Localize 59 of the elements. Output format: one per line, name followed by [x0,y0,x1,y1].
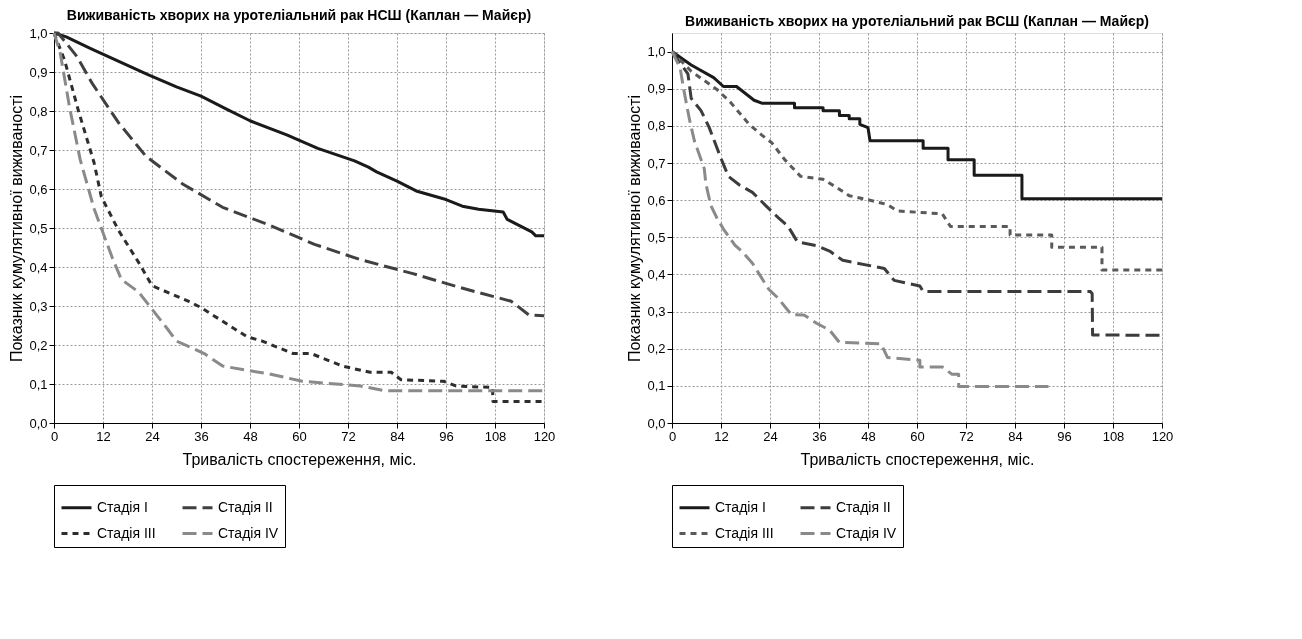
x-axis-title: Тривалість спостереження, міс. [182,450,417,468]
y-tick-label: 0,2 [647,341,666,357]
x-tick-label: 36 [812,428,827,444]
y-tick-label: 1,0 [29,25,48,41]
y-tick-label: 0,8 [647,118,666,134]
x-tick-label: 60 [292,428,307,444]
y-tick-label: 0,6 [647,192,666,208]
x-tick-label: 0 [668,428,677,444]
x-tick-label: 96 [439,428,454,444]
y-tick-label: 0,0 [647,415,666,431]
y-tick-label: 0,5 [29,220,48,236]
x-tick-label: 48 [861,428,876,444]
y-tick-label: 0,9 [29,64,48,80]
chart-title: Виживаність хворих на уротеліальний рак НСШ (Каплан — Майєр) [66,7,532,23]
legend-label: Стадія I [97,498,148,515]
y-axis-title: Показник кумулятивної виживаності [8,94,26,363]
y-tick-label: 0,3 [647,304,666,320]
x-tick-label: 24 [763,428,778,444]
x-tick-label: 72 [959,428,974,444]
x-tick-label: 0 [50,428,59,444]
x-tick-label: 60 [910,428,925,444]
x-tick-label: 12 [714,428,729,444]
x-tick-label: 36 [194,428,209,444]
x-tick-label: 120 [533,428,556,444]
x-tick-label: 120 [1151,428,1174,444]
chart-title: Виживаність хворих на уротеліальний рак ВСШ (Каплан — Майєр) [685,13,1149,29]
legend-label: Стадія IV [218,524,279,541]
y-tick-label: 0,4 [29,259,48,275]
x-tick-label: 96 [1057,428,1072,444]
y-tick-label: 0,9 [647,81,666,97]
legend-label: Стадія II [218,498,273,515]
y-tick-label: 0,0 [29,415,48,431]
y-tick-label: 0,2 [29,337,48,353]
y-tick-label: 0,7 [647,155,666,171]
legend-label: Стадія III [715,524,774,541]
legend-label: Стадія II [836,498,891,515]
y-tick-label: 0,8 [29,103,48,119]
x-tick-label: 24 [145,428,160,444]
x-axis-title: Тривалість спостереження, міс. [800,450,1035,468]
x-tick-label: 48 [243,428,258,444]
line-series [670,50,1050,389]
y-tick-label: 0,5 [647,229,666,245]
x-tick-label: 108 [484,428,507,444]
y-tick-label: 0,4 [647,266,666,282]
legend-label: Стадія III [97,524,156,541]
x-tick-label: 84 [1008,428,1023,444]
y-tick-label: 0,1 [647,378,666,394]
y-axis-title: Показник кумулятивної виживаності [626,94,644,363]
y-tick-label: 0,1 [29,376,48,392]
y-tick-label: 0,3 [29,298,48,314]
y-tick-label: 0,6 [29,181,48,197]
legend-label: Стадія I [715,498,766,515]
y-tick-label: 0,7 [29,142,48,158]
x-tick-label: 72 [341,428,356,444]
legend-label: Стадія IV [836,524,897,541]
x-tick-label: 12 [96,428,111,444]
y-tick-label: 1,0 [647,44,666,60]
x-tick-label: 84 [390,428,405,444]
x-tick-label: 108 [1102,428,1125,444]
